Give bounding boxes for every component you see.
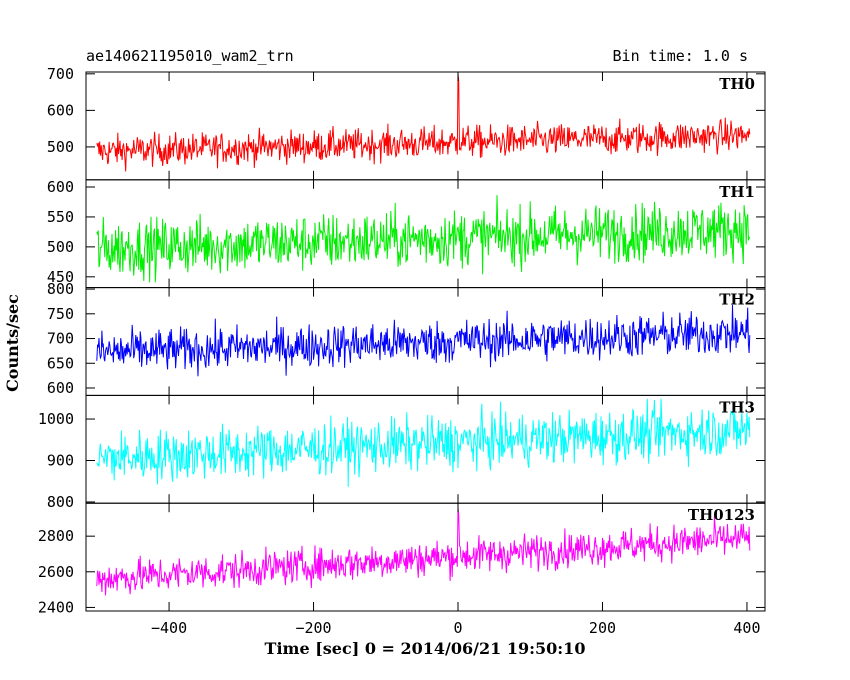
x-axis: −400 −200 0 200 400 [151,619,760,637]
x-tick-label: 0 [453,619,462,637]
y-tick-label: 2800 [38,527,74,545]
panel-th1: 450 500 550 600 TH1 [47,178,766,289]
y-tick-label: 900 [47,451,74,469]
panel-frame [85,502,766,612]
y-tick-label: 750 [47,305,74,323]
y-tick-label: 550 [47,208,74,226]
panel-th3: 800 900 1000 TH3 [38,394,766,511]
x-tick-label: 400 [733,619,760,637]
y-tick-label: 800 [47,493,74,511]
panel-th0: 500 600 700 TH0 [47,65,766,181]
y-axis-label: Counts/sec [3,294,22,392]
series-th0 [96,73,751,172]
x-axis-label: Time [sec] 0 = 2014/06/21 19:50:10 [265,639,586,658]
panel-label-th1: TH1 [719,183,755,201]
y-tick-label: 700 [47,65,74,83]
y-tick-label: 600 [47,379,74,397]
x-tick-label: −200 [295,619,331,637]
y-tick-label: 700 [47,330,74,348]
y-tick-label: 800 [47,280,74,298]
series-th2 [96,304,751,377]
series-th3 [96,398,751,487]
x-tick-label: 200 [589,619,616,637]
y-tick-label: 600 [47,178,74,196]
series-th0123 [96,507,751,596]
series-th1 [96,195,751,283]
panel-group: 500 600 700 TH0 450 500 550 600 TH1 600 650 700 750 8… [38,65,766,616]
panel-th2: 600 650 700 750 800 TH2 [47,280,766,397]
panel-frame [85,71,766,181]
y-tick-label: 2400 [38,598,74,616]
x-tick-label: −400 [151,619,187,637]
panel-label-th3: TH3 [719,398,755,416]
y-tick-label: 1000 [38,410,74,428]
y-tick-label: 500 [47,238,74,256]
panel-th0123: 2400 2600 2800 TH0123 [38,502,766,616]
y-tick-label: 2600 [38,563,74,581]
panel-label-th0: TH0 [719,75,755,93]
y-tick-label: 600 [47,101,74,119]
y-tick-label: 450 [47,268,74,286]
chart-subtitle: Bin time: 1.0 s [613,47,748,65]
y-tick-label: 650 [47,354,74,372]
panel-label-th2: TH2 [719,291,755,309]
y-tick-label: 500 [47,138,74,156]
panel-label-th0123: TH0123 [688,506,755,524]
chart-title: ae140621195010_wam2_trn [86,47,294,65]
